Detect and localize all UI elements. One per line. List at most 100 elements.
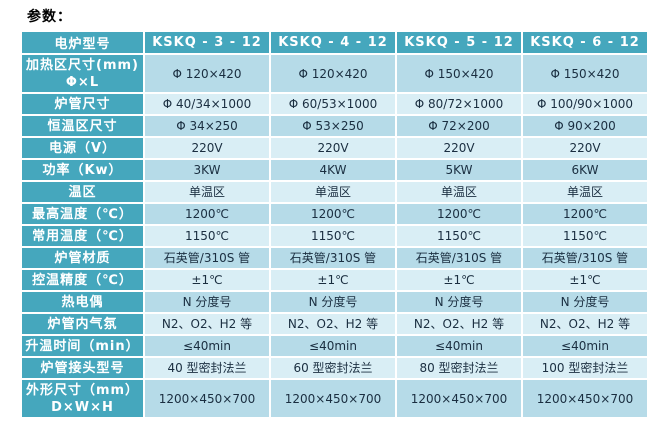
spec-cell: 石英管/310S 管 xyxy=(145,248,269,268)
row-label: 最高温度（℃） xyxy=(22,204,143,224)
row-label: 温区 xyxy=(22,182,143,202)
spec-cell: ≤40min xyxy=(523,336,647,356)
spec-cell: N 分度号 xyxy=(397,292,521,312)
spec-cell: N 分度号 xyxy=(523,292,647,312)
spec-table-body: 加热区尺寸(mm) Φ×L Φ 120×420 Φ 120×420 Φ 150×420 Φ… xyxy=(22,55,647,417)
spec-cell: 100 型密封法兰 xyxy=(523,358,647,378)
row-label: 外形尺寸（mm） D×W×H xyxy=(22,380,143,417)
row-label-line1: 常用温度（℃） xyxy=(32,228,133,244)
row-label-line1: 炉管尺寸 xyxy=(54,96,111,112)
row-label-line1: 外形尺寸（mm） xyxy=(25,382,140,398)
row-label: 炉管尺寸 xyxy=(22,94,143,114)
row-label-line1: 加热区尺寸(mm) xyxy=(26,57,139,73)
spec-cell: N2、O2、H2 等 xyxy=(397,314,521,334)
table-row: 炉管材质 石英管/310S 管石英管/310S 管石英管/310S 管石英管/31… xyxy=(22,248,647,268)
spec-cell: 220V xyxy=(271,138,395,158)
spec-cell: N2、O2、H2 等 xyxy=(145,314,269,334)
row-label-line1: 最高温度（℃） xyxy=(32,206,133,222)
spec-cell: ±1℃ xyxy=(145,270,269,290)
spec-cell: 石英管/310S 管 xyxy=(523,248,647,268)
table-row: 控温精度（℃） ±1℃ ±1℃ ±1℃ ±1℃ xyxy=(22,270,647,290)
spec-cell: ±1℃ xyxy=(523,270,647,290)
spec-cell: 1200×450×700 xyxy=(271,380,395,417)
spec-cell: Φ 72×200 xyxy=(397,116,521,136)
spec-cell: ≤40min xyxy=(145,336,269,356)
table-row: 恒温区尺寸 Φ 34×250 Φ 53×250 Φ 72×200 Φ 90×200 xyxy=(22,116,647,136)
spec-cell: 4KW xyxy=(271,160,395,180)
table-row: 炉管内气氛 N2、O2、H2 等 N2、O2、H2 等 N2、O2、H2 等 N2、O2… xyxy=(22,314,647,334)
spec-cell: 单温区 xyxy=(271,182,395,202)
spec-cell: 60 型密封法兰 xyxy=(271,358,395,378)
spec-cell: Φ 34×250 xyxy=(145,116,269,136)
row-label: 升温时间（min） xyxy=(22,336,143,356)
spec-cell: 石英管/310S 管 xyxy=(397,248,521,268)
row-label: 恒温区尺寸 xyxy=(22,116,143,136)
spec-cell: Φ 60/53×1000 xyxy=(271,94,395,114)
spec-cell: N2、O2、H2 等 xyxy=(271,314,395,334)
spec-cell: Φ 80/72×1000 xyxy=(397,94,521,114)
spec-cell: ±1℃ xyxy=(271,270,395,290)
table-row: 功率（Kw） 3KW 4KW 5KW 6KW xyxy=(22,160,647,180)
spec-cell: N2、O2、H2 等 xyxy=(523,314,647,334)
row-label-line1: 电源（V） xyxy=(48,140,117,156)
table-row: 外形尺寸（mm） D×W×H 1200×450×700 1200×450×700 120… xyxy=(22,380,647,417)
row-label: 加热区尺寸(mm) Φ×L xyxy=(22,55,143,92)
row-label-line1: 热电偶 xyxy=(61,294,104,310)
table-row: 炉管接头型号 40 型密封法兰 60 型密封法兰 80 型密封法兰 100 型密封法兰 xyxy=(22,358,647,378)
row-label-line1: 炉管内气氛 xyxy=(47,316,118,332)
spec-cell: Φ 100/90×1000 xyxy=(523,94,647,114)
spec-cell: 1200℃ xyxy=(397,204,521,224)
spec-cell: 1200℃ xyxy=(271,204,395,224)
table-row: 电源（V） 220V 220V 220V 220V xyxy=(22,138,647,158)
spec-cell: Φ 120×420 xyxy=(271,55,395,92)
spec-cell: 1150℃ xyxy=(523,226,647,246)
row-label: 功率（Kw） xyxy=(22,160,143,180)
row-label: 炉管内气氛 xyxy=(22,314,143,334)
spec-cell: Φ 90×200 xyxy=(523,116,647,136)
table-row: 炉管尺寸 Φ 40/34×1000 Φ 60/53×1000 Φ 80/72×1000… xyxy=(22,94,647,114)
spec-cell: Φ 120×420 xyxy=(145,55,269,92)
header-model-label: 电炉型号 xyxy=(22,32,143,53)
spec-cell: 3KW xyxy=(145,160,269,180)
spec-cell: 1200℃ xyxy=(523,204,647,224)
spec-cell: 220V xyxy=(397,138,521,158)
row-label-line1: 升温时间（min） xyxy=(25,338,140,354)
spec-cell: 1200×450×700 xyxy=(397,380,521,417)
row-label: 常用温度（℃） xyxy=(22,226,143,246)
page-title: 参数： xyxy=(27,9,72,25)
row-label: 炉管接头型号 xyxy=(22,358,143,378)
spec-cell: 5KW xyxy=(397,160,521,180)
spec-cell: 1200℃ xyxy=(145,204,269,224)
row-label: 热电偶 xyxy=(22,292,143,312)
spec-cell: 220V xyxy=(523,138,647,158)
header-model-2: KSKQ - 4 - 12 xyxy=(271,32,395,53)
row-label-line1: 控温精度（℃） xyxy=(32,272,133,288)
row-label-line2: D×W×H xyxy=(51,399,114,415)
spec-cell: ±1℃ xyxy=(397,270,521,290)
spec-cell: 单温区 xyxy=(523,182,647,202)
spec-cell: 40 型密封法兰 xyxy=(145,358,269,378)
spec-cell: 1150℃ xyxy=(271,226,395,246)
row-label-line1: 炉管接头型号 xyxy=(40,360,125,376)
header-model-1: KSKQ - 3 - 12 xyxy=(145,32,269,53)
table-row: 最高温度（℃） 1200℃ 1200℃ 1200℃ 1200℃ xyxy=(22,204,647,224)
row-label: 电源（V） xyxy=(22,138,143,158)
spec-cell: 220V xyxy=(145,138,269,158)
row-label-line1: 恒温区尺寸 xyxy=(47,118,118,134)
spec-cell: Φ 150×420 xyxy=(397,55,521,92)
spec-table: 电炉型号 KSKQ - 3 - 12 KSKQ - 4 - 12 KSKQ - 5 … xyxy=(20,30,649,419)
table-row: 温区 单温区 单温区 单温区 单温区 xyxy=(22,182,647,202)
row-label-line1: 功率（Kw） xyxy=(42,162,123,178)
header-model-4: KSKQ - 6 - 12 xyxy=(523,32,647,53)
spec-cell: Φ 53×250 xyxy=(271,116,395,136)
row-label-line2: Φ×L xyxy=(65,74,100,90)
table-row: 常用温度（℃） 1150℃ 1150℃ 1150℃ 1150℃ xyxy=(22,226,647,246)
spec-cell: 1150℃ xyxy=(145,226,269,246)
spec-cell: ≤40min xyxy=(271,336,395,356)
spec-cell: ≤40min xyxy=(397,336,521,356)
spec-cell: Φ 40/34×1000 xyxy=(145,94,269,114)
spec-cell: 1200×450×700 xyxy=(145,380,269,417)
spec-cell: N 分度号 xyxy=(145,292,269,312)
row-label: 炉管材质 xyxy=(22,248,143,268)
spec-cell: 80 型密封法兰 xyxy=(397,358,521,378)
